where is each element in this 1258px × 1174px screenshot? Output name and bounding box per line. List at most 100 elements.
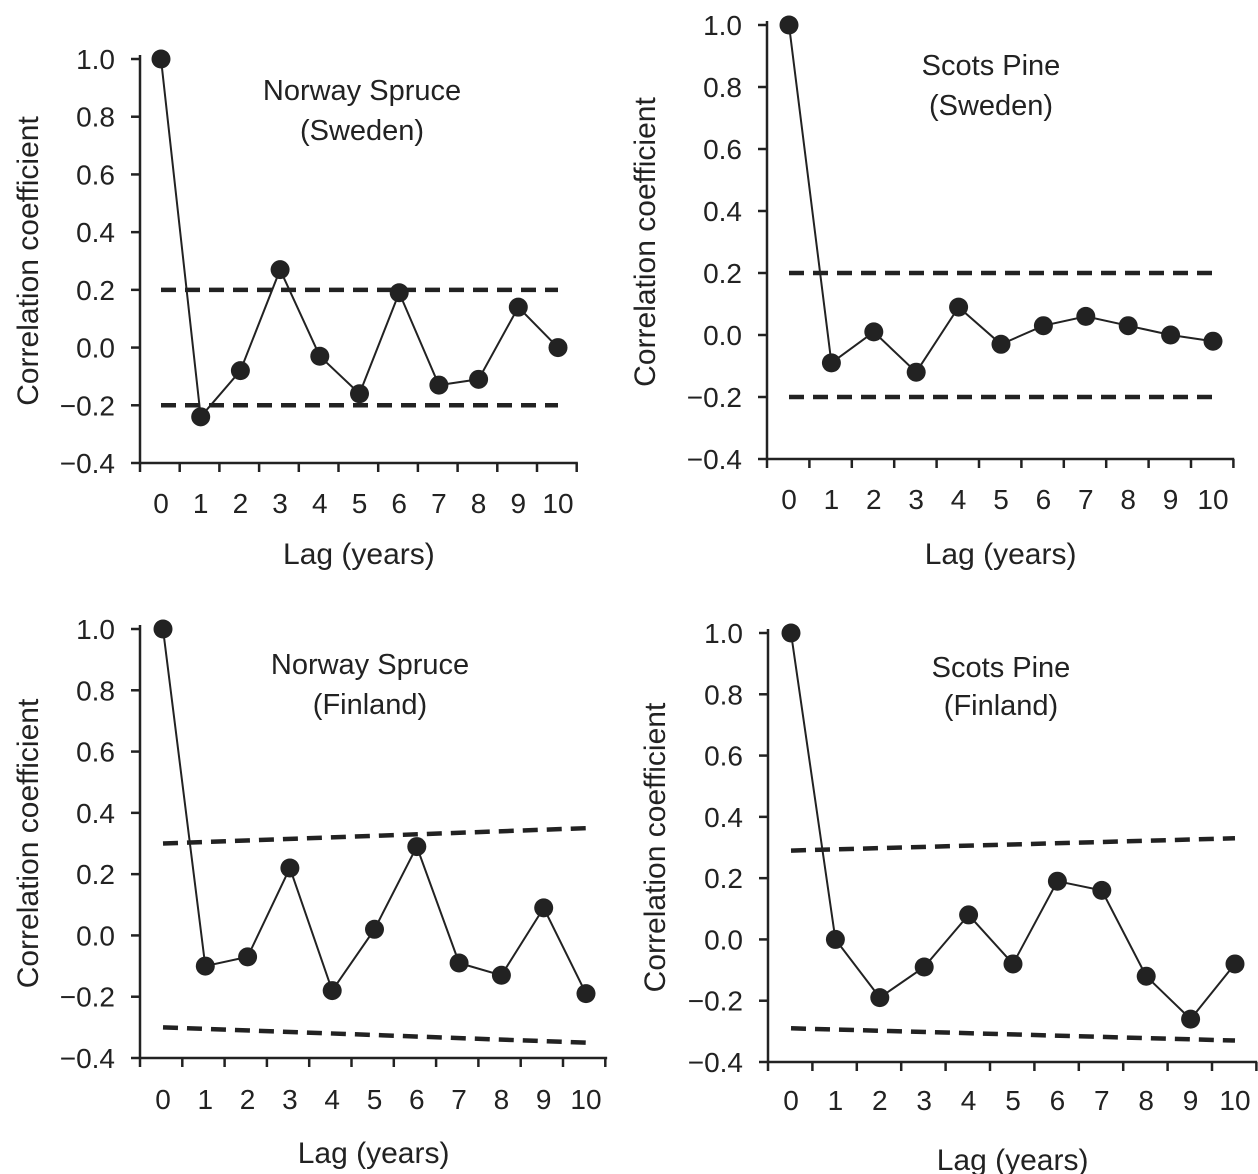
y-tick-label: 0.4 [704,802,743,833]
x-tick-label: 9 [1183,1085,1199,1116]
y-tick-label: 0.6 [76,737,115,768]
y-tick-label: 0.0 [76,920,115,951]
x-tick-label: 10 [1219,1085,1250,1116]
x-tick-label: 5 [352,488,368,519]
x-tick-label: 6 [1050,1085,1066,1116]
x-tick-label: 7 [431,488,447,519]
y-tick-label: 0.4 [76,217,115,248]
y-tick-label: −0.2 [60,390,115,421]
data-point [534,898,554,918]
x-tick-label: 4 [312,488,328,519]
x-tick-label: 2 [233,488,249,519]
x-tick-label: 0 [153,488,169,519]
x-tick-label: 2 [872,1085,888,1116]
y-tick-label: 0.0 [76,333,115,364]
data-point [1136,966,1156,986]
y-tick-label: 0.0 [704,924,743,955]
x-tick-label: 1 [198,1084,214,1115]
data-point [195,956,215,976]
panel-subtitle: (Finland) [313,689,427,721]
panel-title: Scots Pine [932,652,1071,684]
y-tick-label: 0.8 [703,72,742,103]
panel-subtitle: (Sweden) [300,115,424,147]
data-point [350,384,369,404]
correlation-series-line [162,628,587,995]
x-tick-label: 0 [155,1084,171,1115]
y-tick-label: 0.0 [703,320,742,351]
data-point [1225,954,1245,974]
y-tick-label: 0.6 [704,741,743,772]
x-tick-label: 9 [536,1084,552,1115]
chart-panel-scots-pine-finland: 1.0 0.8 0.6 0.4 0.2 0.0 −0.2 −0.4 0 1 2 3 4 5 6 7 8 9 10 La… [639,618,1258,1174]
data-point [1076,306,1096,326]
y-tick-label: 0.8 [76,675,115,706]
data-point [469,369,489,389]
x-tick-label: 10 [542,488,573,519]
data-point [1092,880,1112,900]
panel-subtitle: (Sweden) [929,90,1053,122]
x-axis-title: Lag (years) [298,1137,450,1170]
data-point [914,957,934,977]
panel-title: Norway Spruce [271,649,469,681]
x-tick-label: 9 [511,488,527,519]
data-point [1203,331,1223,351]
confidence-bound-line [790,836,1236,853]
x-tick-label: 7 [451,1084,467,1115]
x-tick-label: 0 [783,1085,799,1116]
x-tick-label: 8 [471,488,487,519]
x-tick-label: 5 [1005,1085,1021,1116]
x-tick-label: 3 [282,1084,298,1115]
x-tick-label: 4 [324,1084,340,1115]
confidence-bound-line [790,1026,1236,1043]
y-tick-label: −0.4 [687,444,742,475]
x-tick-label: 9 [1163,484,1179,515]
data-point [1047,871,1067,891]
y-axis-title: Correlation coefficient [12,116,45,406]
y-tick-label: 0.8 [76,102,115,133]
data-point [238,947,258,967]
x-tick-label: 3 [908,484,924,515]
y-tick-label: 0.4 [76,798,115,829]
data-point [949,297,969,317]
data-point [1181,1009,1201,1029]
data-point [906,362,926,382]
x-tick-label: 3 [916,1085,932,1116]
x-tick-label: 5 [367,1084,383,1115]
x-tick-label: 1 [824,484,840,515]
x-tick-label: 6 [1036,484,1052,515]
x-tick-label: 1 [828,1085,844,1116]
y-tick-label: 0.2 [76,275,115,306]
data-point [1033,316,1053,336]
y-tick-label: −0.4 [688,1047,743,1078]
data-point [365,919,384,939]
panel-title: Scots Pine [922,50,1061,82]
x-tick-label: 2 [866,484,882,515]
data-point [429,375,449,395]
data-point [310,346,330,366]
data-point [449,953,469,973]
data-point [864,322,884,342]
data-point [576,984,596,1004]
x-tick-label: 4 [961,1085,977,1116]
y-axis-title: Correlation coefficient [629,97,662,387]
data-point [491,965,511,985]
data-point [1003,954,1023,974]
y-tick-label: 0.2 [704,863,743,894]
x-tick-label: 4 [951,484,967,515]
y-tick-label: 0.6 [703,134,742,165]
data-point [322,981,342,1001]
data-point [508,297,528,317]
y-tick-label: −0.2 [60,982,115,1013]
data-point [959,905,979,925]
data-point [389,283,409,303]
chart-panel-norway-spruce-finland: 1.0 0.8 0.6 0.4 0.2 0.0 −0.2 −0.4 0 1 2 3 4 5 6 7 8 9 10 La… [12,614,608,1170]
data-point [821,353,841,373]
x-tick-label: 8 [1138,1085,1154,1116]
data-point [1161,325,1181,345]
data-point [870,988,890,1008]
data-point [280,858,300,878]
y-tick-label: −0.2 [687,382,742,413]
y-axis-title: Correlation coefficient [639,702,672,992]
x-axis-title: Lag (years) [283,538,435,571]
x-tick-label: 2 [240,1084,256,1115]
